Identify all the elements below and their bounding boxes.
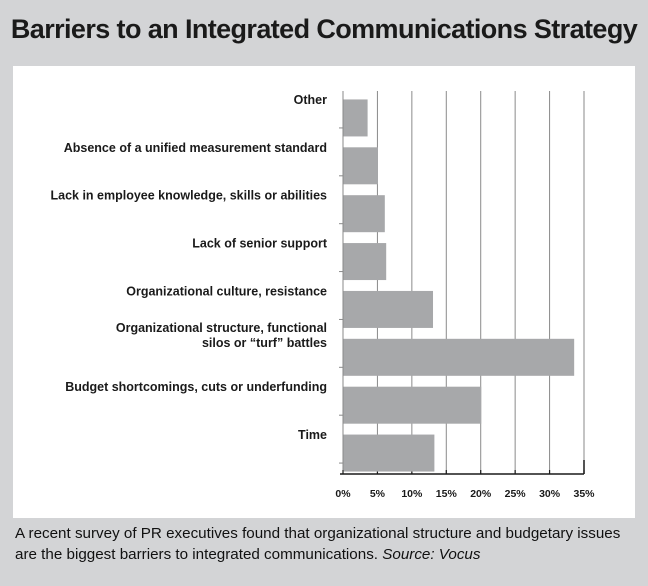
category-label: Lack in employee knowledge, skills or ab…	[51, 189, 328, 203]
category-label: Absence of a unified measurement standar…	[64, 141, 327, 155]
category-label: Organizational structure, functional	[116, 321, 327, 335]
x-tick-label: 0%	[335, 488, 351, 500]
category-label: Lack of senior support	[192, 237, 328, 251]
bar-chart: 0% 5% 10% 15% 20% 25% 30% 35% Other Absence of a …	[51, 91, 595, 500]
bar	[343, 338, 575, 376]
chart-panel: 0% 5% 10% 15% 20% 25% 30% 35% Other Absence of a …	[13, 66, 635, 518]
category-label: Budget shortcomings, cuts or underfundin…	[65, 380, 327, 394]
bar	[343, 386, 482, 424]
bar	[343, 434, 435, 472]
x-tick-label: 5%	[370, 488, 386, 500]
category-label: Organizational culture, resistance	[126, 284, 327, 298]
bar	[343, 99, 368, 137]
x-tick-label: 15%	[436, 488, 458, 500]
chart-title: Barriers to an Integrated Communications…	[10, 13, 638, 44]
x-tick-label: 35%	[573, 488, 595, 500]
x-tick-label: 25%	[505, 488, 527, 500]
caption: A recent survey of PR executives found t…	[15, 523, 640, 565]
caption-text: A recent survey of PR executives found t…	[15, 525, 621, 563]
category-label: Other	[294, 93, 327, 107]
category-label: silos or “turf” battles	[202, 336, 327, 350]
bar	[343, 195, 385, 233]
bar	[343, 243, 387, 281]
bar	[343, 147, 378, 185]
x-tick-label: 20%	[470, 488, 492, 500]
bar	[343, 290, 434, 328]
caption-source: Source: Vocus	[382, 546, 481, 563]
title-bar: Barriers to an Integrated Communications…	[0, 0, 648, 58]
x-tick-label: 10%	[401, 488, 423, 500]
category-label: Time	[298, 428, 327, 442]
x-tick-label: 30%	[539, 488, 561, 500]
